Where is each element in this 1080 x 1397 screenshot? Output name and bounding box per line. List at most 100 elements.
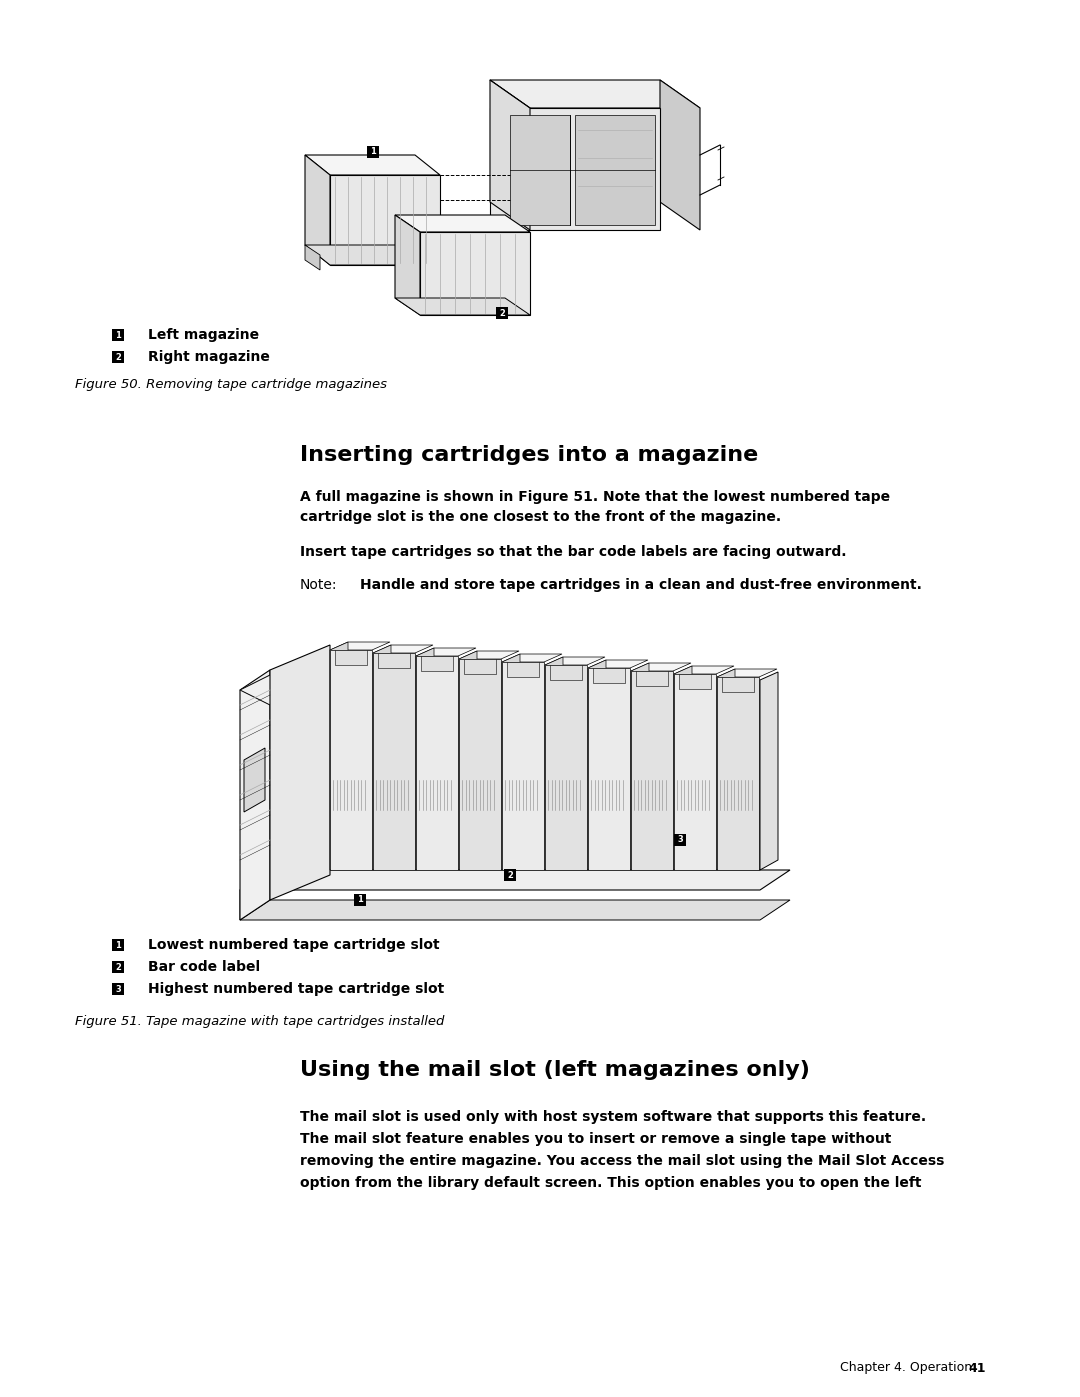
Polygon shape: [270, 645, 330, 900]
Polygon shape: [378, 652, 410, 668]
FancyBboxPatch shape: [354, 894, 366, 907]
Polygon shape: [717, 669, 777, 678]
Text: 1: 1: [116, 331, 121, 339]
Polygon shape: [305, 244, 320, 270]
Polygon shape: [723, 678, 754, 692]
Polygon shape: [373, 652, 415, 870]
Polygon shape: [588, 659, 648, 668]
FancyBboxPatch shape: [112, 330, 124, 341]
Polygon shape: [373, 645, 391, 870]
Text: Lowest numbered tape cartridge slot: Lowest numbered tape cartridge slot: [148, 937, 440, 951]
Polygon shape: [244, 747, 265, 812]
Polygon shape: [502, 662, 544, 870]
Polygon shape: [593, 668, 625, 683]
FancyBboxPatch shape: [504, 869, 516, 882]
Polygon shape: [240, 671, 270, 921]
Polygon shape: [660, 80, 700, 231]
Polygon shape: [420, 232, 530, 314]
Text: The mail slot feature enables you to insert or remove a single tape without: The mail slot feature enables you to ins…: [300, 1132, 891, 1146]
Polygon shape: [240, 659, 330, 705]
FancyBboxPatch shape: [112, 983, 124, 995]
Text: 41: 41: [968, 1362, 986, 1375]
Text: 1: 1: [116, 940, 121, 950]
Polygon shape: [631, 671, 673, 870]
Polygon shape: [335, 650, 367, 665]
Text: Bar code label: Bar code label: [148, 960, 260, 974]
Polygon shape: [674, 666, 692, 870]
Polygon shape: [674, 666, 734, 673]
Text: Figure 50. Removing tape cartridge magazines: Figure 50. Removing tape cartridge magaz…: [75, 379, 387, 391]
FancyBboxPatch shape: [112, 351, 124, 363]
Polygon shape: [631, 664, 649, 870]
Polygon shape: [240, 870, 270, 921]
Polygon shape: [416, 648, 434, 870]
Text: 2: 2: [116, 963, 121, 971]
Text: Using the mail slot (left magazines only): Using the mail slot (left magazines only…: [300, 1060, 810, 1080]
Polygon shape: [588, 659, 606, 870]
Polygon shape: [305, 155, 330, 265]
Polygon shape: [545, 657, 605, 665]
Polygon shape: [550, 665, 582, 680]
Polygon shape: [416, 657, 458, 870]
Text: option from the library default screen. This option enables you to open the left: option from the library default screen. …: [300, 1176, 921, 1190]
Text: Chapter 4. Operation: Chapter 4. Operation: [840, 1362, 972, 1375]
Text: Highest numbered tape cartridge slot: Highest numbered tape cartridge slot: [148, 982, 444, 996]
Polygon shape: [490, 80, 530, 231]
Polygon shape: [395, 215, 530, 232]
FancyBboxPatch shape: [112, 961, 124, 972]
Text: 1: 1: [370, 148, 376, 156]
Polygon shape: [575, 115, 654, 225]
Polygon shape: [305, 155, 440, 175]
Text: Note:: Note:: [300, 578, 337, 592]
Polygon shape: [679, 673, 711, 689]
Polygon shape: [717, 678, 759, 870]
Text: 2: 2: [116, 352, 121, 362]
Polygon shape: [760, 672, 778, 870]
Text: A full magazine is shown in Figure 51. Note that the lowest numbered tape: A full magazine is shown in Figure 51. N…: [300, 490, 890, 504]
Text: 2: 2: [508, 870, 513, 880]
Polygon shape: [459, 651, 519, 659]
Text: Right magazine: Right magazine: [148, 351, 270, 365]
Text: The mail slot is used only with host system software that supports this feature.: The mail slot is used only with host sys…: [300, 1111, 927, 1125]
Text: 2: 2: [499, 309, 505, 317]
Text: 3: 3: [116, 985, 121, 993]
Text: Figure 51. Tape magazine with tape cartridges installed: Figure 51. Tape magazine with tape cartr…: [75, 1016, 444, 1028]
Text: Inserting cartridges into a magazine: Inserting cartridges into a magazine: [300, 446, 758, 465]
Polygon shape: [330, 643, 348, 870]
Polygon shape: [717, 669, 735, 870]
Polygon shape: [240, 900, 789, 921]
FancyBboxPatch shape: [674, 834, 686, 847]
Polygon shape: [330, 643, 390, 650]
FancyBboxPatch shape: [367, 147, 379, 158]
Polygon shape: [305, 244, 440, 265]
Polygon shape: [395, 215, 420, 314]
FancyBboxPatch shape: [496, 307, 508, 319]
Text: cartridge slot is the one closest to the front of the magazine.: cartridge slot is the one closest to the…: [300, 510, 781, 524]
Polygon shape: [459, 659, 501, 870]
Polygon shape: [674, 673, 716, 870]
Text: Left magazine: Left magazine: [148, 328, 259, 342]
Polygon shape: [545, 665, 588, 870]
Polygon shape: [421, 657, 453, 671]
Polygon shape: [490, 80, 700, 108]
Polygon shape: [588, 668, 630, 870]
Text: 1: 1: [357, 895, 363, 904]
Text: 3: 3: [677, 835, 683, 845]
Polygon shape: [502, 654, 519, 870]
Text: Insert tape cartridges so that the bar code labels are facing outward.: Insert tape cartridges so that the bar c…: [300, 545, 847, 559]
Polygon shape: [330, 650, 372, 870]
Polygon shape: [330, 175, 440, 265]
Polygon shape: [459, 651, 477, 870]
FancyBboxPatch shape: [112, 939, 124, 951]
Polygon shape: [490, 108, 660, 231]
Polygon shape: [636, 671, 669, 686]
Polygon shape: [240, 870, 789, 890]
Text: Handle and store tape cartridges in a clean and dust-free environment.: Handle and store tape cartridges in a cl…: [360, 578, 922, 592]
Polygon shape: [545, 657, 563, 870]
Polygon shape: [502, 654, 562, 662]
Polygon shape: [416, 648, 476, 657]
Polygon shape: [510, 115, 570, 225]
Polygon shape: [507, 662, 539, 678]
Polygon shape: [395, 298, 530, 314]
Polygon shape: [631, 664, 691, 671]
